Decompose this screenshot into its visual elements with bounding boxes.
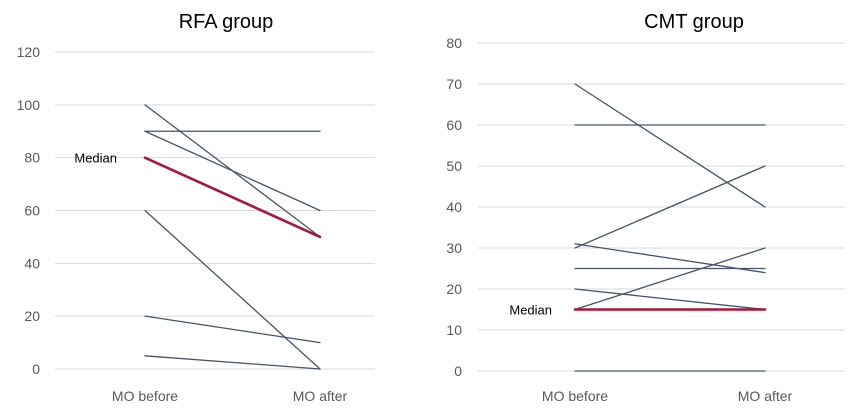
x-category-label: MO before bbox=[542, 388, 608, 404]
y-tick-label: 20 bbox=[24, 308, 40, 324]
y-tick-label: 40 bbox=[446, 199, 462, 215]
series-line bbox=[574, 243, 766, 274]
y-tick-label: 60 bbox=[446, 117, 462, 133]
series-line bbox=[574, 288, 766, 311]
series-line bbox=[574, 247, 766, 311]
cmt-chart-panel: CMT group 0 10 20 30 40 50 60 70 80 MO before MO af… bbox=[446, 11, 845, 404]
y-tick-label: 60 bbox=[24, 203, 40, 219]
y-tick-label: 80 bbox=[446, 35, 462, 51]
y-tick-label: 10 bbox=[446, 322, 462, 338]
y-tick-label: 80 bbox=[24, 150, 40, 166]
y-tick-label: 0 bbox=[32, 361, 40, 377]
median-annotation: Median bbox=[74, 151, 117, 166]
series-line bbox=[144, 209, 321, 370]
series-line bbox=[144, 355, 321, 370]
y-tick-label: 120 bbox=[17, 44, 41, 60]
y-tick-label: 30 bbox=[446, 240, 462, 256]
x-category-label: MO after bbox=[293, 388, 348, 404]
y-tick-label: 70 bbox=[446, 76, 462, 92]
series-line bbox=[574, 83, 766, 208]
y-tick-label: 40 bbox=[24, 255, 40, 271]
chart-title: CMT group bbox=[644, 11, 744, 33]
y-tick-label: 50 bbox=[446, 158, 462, 174]
chart-title: RFA group bbox=[179, 11, 274, 33]
y-tick-label: 20 bbox=[446, 281, 462, 297]
median-annotation: Median bbox=[509, 303, 552, 318]
rfa-chart-panel: RFA group 0 20 40 60 80 100 120 MO before MO afte… bbox=[17, 11, 375, 404]
y-tick-label: 100 bbox=[17, 97, 41, 113]
y-tick-label: 0 bbox=[454, 363, 462, 379]
series-line bbox=[144, 315, 321, 344]
series-line bbox=[144, 130, 321, 212]
x-category-label: MO before bbox=[112, 388, 178, 404]
median-line bbox=[143, 156, 322, 239]
x-category-label: MO after bbox=[738, 388, 793, 404]
series-line bbox=[574, 165, 766, 249]
